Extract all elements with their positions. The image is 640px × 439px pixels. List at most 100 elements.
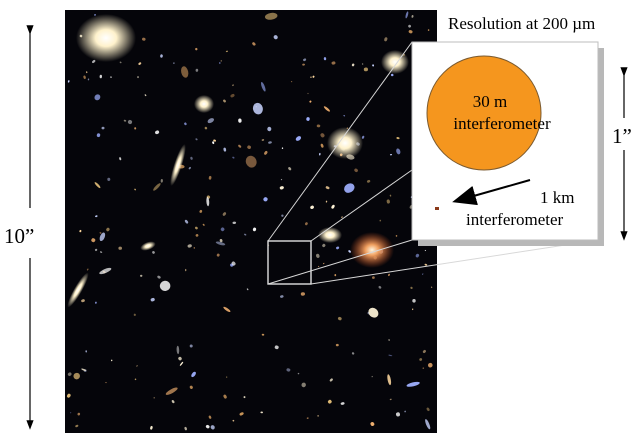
faint-galaxy — [81, 299, 85, 303]
faint-galaxy — [424, 263, 428, 266]
faint-galaxy — [247, 145, 251, 149]
faint-galaxy — [366, 179, 371, 183]
faint-galaxy — [396, 137, 400, 140]
faint-galaxy — [173, 62, 175, 64]
faint-galaxy — [379, 219, 382, 222]
faint-galaxy — [134, 378, 137, 381]
faint-galaxy — [427, 29, 430, 31]
faint-galaxy — [340, 402, 345, 405]
faint-galaxy — [199, 209, 203, 213]
faint-galaxy — [297, 372, 300, 375]
faint-galaxy — [245, 155, 257, 168]
faint-galaxy — [306, 117, 310, 121]
faint-galaxy — [222, 212, 227, 216]
faint-galaxy — [150, 297, 155, 302]
faint-galaxy — [181, 66, 189, 78]
faint-galaxy — [150, 425, 153, 430]
faint-galaxy — [207, 118, 215, 124]
faint-galaxy — [213, 139, 216, 142]
faint-galaxy — [67, 372, 72, 376]
bright-galaxy — [327, 127, 363, 159]
faint-galaxy — [153, 397, 155, 399]
faint-galaxy — [208, 175, 212, 180]
faint-galaxy — [288, 167, 292, 171]
faint-galaxy — [264, 150, 268, 155]
faint-galaxy — [195, 138, 198, 141]
faint-galaxy — [160, 54, 163, 58]
faint-galaxy — [238, 118, 242, 123]
faint-galaxy — [312, 75, 315, 78]
faint-galaxy — [243, 396, 246, 399]
large-beam-disc — [426, 55, 542, 171]
faint-galaxy — [261, 139, 265, 141]
faint-galaxy — [107, 177, 111, 181]
faint-galaxy — [95, 301, 97, 304]
faint-galaxy — [246, 288, 249, 291]
faint-galaxy — [307, 92, 309, 95]
faint-galaxy — [66, 393, 71, 398]
faint-galaxy — [351, 63, 355, 67]
figure-title: Resolution at 200 µm — [448, 14, 596, 33]
faint-galaxy — [264, 12, 278, 20]
faint-galaxy — [309, 100, 312, 103]
faint-galaxy — [99, 267, 112, 275]
faint-galaxy — [322, 262, 325, 265]
faint-galaxy — [279, 186, 284, 190]
faint-galaxy — [226, 376, 228, 378]
faint-galaxy — [261, 333, 265, 336]
faint-galaxy — [368, 307, 379, 318]
faint-galaxy — [136, 365, 138, 367]
faint-galaxy — [137, 76, 139, 79]
bright-galaxy — [140, 241, 156, 251]
large-beam-label-type: interferometer — [453, 114, 551, 133]
faint-galaxy — [331, 61, 336, 65]
faint-galaxy — [195, 68, 199, 72]
faint-galaxy — [92, 59, 96, 64]
faint-galaxy — [281, 147, 284, 149]
bright-galaxy — [350, 232, 394, 268]
faint-galaxy — [343, 115, 346, 117]
faint-galaxy — [110, 359, 113, 362]
faint-galaxy — [389, 398, 392, 401]
faint-galaxy — [371, 375, 373, 378]
faint-galaxy — [205, 424, 210, 429]
faint-galaxy — [252, 102, 263, 115]
faint-galaxy — [426, 407, 430, 412]
faint-galaxy — [191, 371, 196, 378]
faint-galaxy — [386, 199, 390, 204]
faint-galaxy — [310, 76, 312, 78]
faint-galaxy — [208, 415, 212, 419]
bright-galaxy — [318, 227, 342, 243]
faint-galaxy — [184, 122, 187, 126]
faint-galaxy — [412, 299, 416, 303]
faint-galaxy — [85, 71, 88, 74]
faint-galaxy — [388, 339, 390, 341]
faint-galaxy — [210, 425, 215, 430]
faint-galaxy — [94, 14, 96, 16]
faint-galaxy — [110, 76, 112, 78]
faint-galaxy — [212, 141, 215, 145]
faint-galaxy — [422, 367, 425, 370]
faint-galaxy — [260, 82, 266, 92]
faint-galaxy — [142, 37, 146, 41]
edge-on-galaxy — [67, 272, 89, 308]
faint-galaxy — [301, 382, 306, 388]
faint-galaxy — [223, 147, 227, 152]
faint-galaxy — [325, 186, 330, 190]
bright-galaxy — [381, 50, 409, 74]
faint-galaxy — [390, 73, 394, 77]
faint-galaxy — [95, 215, 98, 218]
faint-galaxy — [290, 81, 293, 83]
faint-galaxy — [188, 166, 191, 170]
faint-galaxy — [331, 204, 335, 209]
faint-galaxy — [231, 261, 236, 266]
faint-galaxy — [273, 35, 278, 40]
faint-galaxy — [232, 419, 235, 422]
small-beam-label-size: 1 km — [540, 188, 575, 207]
faint-galaxy — [244, 233, 247, 236]
pointer-arrow — [452, 179, 531, 206]
faint-galaxy — [127, 119, 133, 125]
faint-galaxy — [189, 344, 193, 348]
faint-galaxy — [96, 133, 101, 138]
